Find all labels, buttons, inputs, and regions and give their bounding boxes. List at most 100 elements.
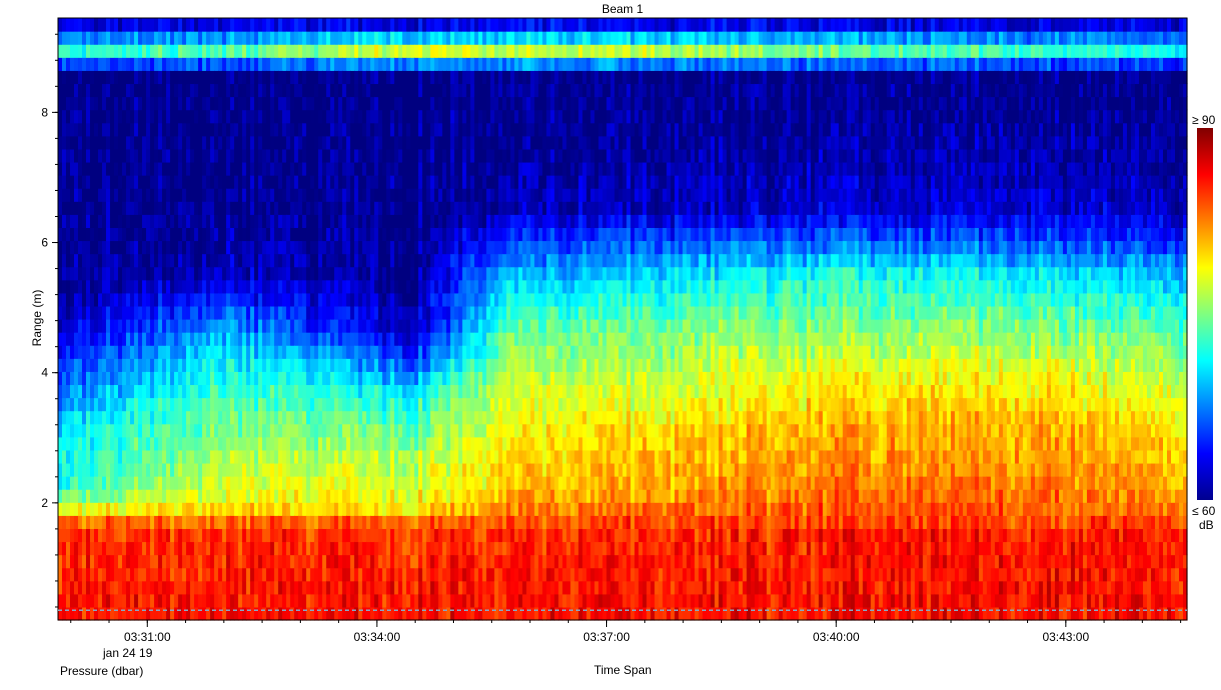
heatmap-cell	[58, 240, 63, 255]
heatmap-cell	[210, 319, 215, 333]
heatmap-cell	[82, 397, 87, 412]
heatmap-cell	[126, 502, 131, 516]
heatmap-cell	[362, 541, 367, 556]
heatmap-cell	[458, 580, 463, 595]
heatmap-cell	[426, 70, 431, 85]
heatmap-cell	[138, 279, 143, 294]
heatmap-cell	[430, 122, 435, 137]
heatmap-cell	[74, 44, 79, 58]
heatmap-cell	[354, 122, 359, 137]
heatmap-cell	[78, 18, 83, 32]
heatmap-cell	[174, 31, 179, 45]
heatmap-cell	[358, 240, 363, 255]
heatmap-cell	[406, 567, 411, 582]
heatmap-cell	[390, 358, 395, 372]
heatmap-cell	[482, 135, 487, 150]
heatmap-cell	[210, 96, 215, 111]
heatmap-cell	[334, 489, 339, 503]
heatmap-cell	[230, 44, 235, 58]
heatmap-cell	[122, 148, 127, 163]
heatmap-cell	[246, 57, 251, 71]
heatmap-cell	[302, 44, 307, 58]
heatmap-cell	[186, 358, 191, 372]
heatmap-cell	[322, 515, 327, 529]
heatmap-cell	[454, 515, 459, 529]
heatmap-cell	[86, 515, 91, 529]
heatmap-cell	[434, 279, 439, 294]
heatmap-cell	[338, 489, 343, 503]
heatmap-cell	[426, 188, 431, 202]
heatmap-cell	[118, 292, 123, 307]
heatmap-cell	[230, 371, 235, 386]
heatmap-cell	[478, 83, 483, 98]
heatmap-cell	[158, 305, 163, 320]
heatmap-cell	[414, 292, 419, 307]
heatmap-cell	[406, 135, 411, 150]
heatmap-cell	[394, 410, 399, 425]
heatmap-cell	[370, 279, 375, 294]
heatmap-cell	[410, 606, 415, 621]
heatmap-cell	[454, 201, 459, 215]
heatmap-cell	[314, 410, 319, 425]
heatmap-cell	[246, 161, 251, 176]
heatmap-cell	[470, 580, 475, 595]
heatmap-cell	[298, 122, 303, 137]
heatmap-cell	[270, 410, 275, 425]
heatmap-cell	[298, 502, 303, 516]
heatmap-cell	[314, 148, 319, 163]
heatmap-cell	[402, 188, 407, 202]
heatmap-cell	[114, 253, 119, 268]
heatmap-cell	[322, 489, 327, 503]
heatmap-cell	[258, 44, 263, 58]
heatmap-cell	[62, 593, 67, 608]
heatmap-cell	[426, 449, 431, 464]
heatmap-cell	[226, 44, 231, 58]
heatmap-cell	[486, 135, 491, 150]
heatmap-cell	[206, 567, 211, 582]
heatmap-cell	[382, 476, 387, 490]
heatmap-cell	[66, 580, 71, 595]
heatmap-cell	[242, 332, 247, 346]
heatmap-cell	[438, 580, 443, 595]
heatmap-cell	[298, 148, 303, 163]
heatmap-cell	[190, 227, 195, 242]
heatmap-cell	[82, 476, 87, 490]
heatmap-cell	[374, 358, 379, 372]
heatmap-cell	[106, 44, 111, 58]
heatmap-cell	[194, 161, 199, 176]
heatmap-cell	[234, 253, 239, 268]
heatmap-cell	[66, 227, 71, 242]
heatmap-cell	[474, 436, 479, 451]
heatmap-cell	[466, 18, 471, 32]
heatmap-cell	[370, 436, 375, 451]
heatmap-cell	[186, 319, 191, 333]
heatmap-cell	[446, 214, 451, 228]
heatmap-cell	[274, 554, 279, 569]
heatmap-cell	[298, 358, 303, 372]
heatmap-cell	[250, 580, 255, 595]
heatmap-cell	[126, 489, 131, 503]
heatmap-cell	[386, 449, 391, 464]
heatmap-cell	[390, 449, 395, 464]
heatmap-cell	[98, 476, 103, 490]
heatmap-cell	[86, 266, 91, 281]
heatmap-cell	[202, 31, 207, 45]
heatmap-cell	[350, 345, 355, 359]
heatmap-cell	[390, 319, 395, 333]
heatmap-cell	[434, 148, 439, 163]
heatmap-cell	[350, 279, 355, 294]
heatmap-cell	[130, 436, 135, 451]
heatmap-cell	[426, 305, 431, 320]
heatmap-cell	[238, 175, 243, 189]
heatmap-cell	[150, 44, 155, 58]
heatmap-cell	[102, 188, 107, 202]
heatmap-cell	[330, 122, 335, 137]
heatmap-cell	[194, 175, 199, 189]
heatmap-cell	[262, 515, 267, 529]
heatmap-cell	[354, 541, 359, 556]
heatmap-cell	[234, 476, 239, 490]
heatmap-cell	[142, 201, 147, 215]
heatmap-cell	[118, 502, 123, 516]
heatmap-cell	[350, 410, 355, 425]
heatmap-cell	[282, 541, 287, 556]
